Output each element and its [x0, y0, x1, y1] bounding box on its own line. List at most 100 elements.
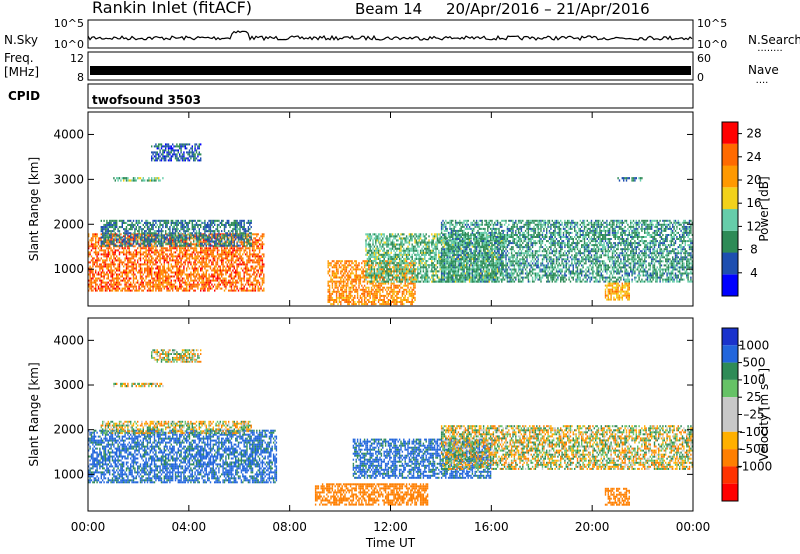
power-cell-4 — [347, 301, 349, 303]
power-cell-0 — [132, 257, 135, 260]
power-cell-0 — [214, 247, 216, 250]
power-cell-0 — [190, 235, 192, 238]
power-cell-1 — [204, 226, 206, 229]
power-cell-1 — [128, 228, 130, 231]
power-cell-4 — [356, 292, 359, 295]
power-cell-0 — [205, 261, 207, 264]
power-cell-0 — [190, 287, 192, 290]
power-cell-0 — [173, 265, 175, 268]
power-cell-1 — [104, 226, 107, 229]
power-cell-4 — [386, 286, 388, 289]
power-cell-0 — [195, 257, 198, 260]
power-cell-0 — [149, 249, 151, 252]
power-cell-0 — [212, 269, 214, 272]
power-cell-0 — [212, 267, 214, 270]
power-cell-0 — [107, 253, 109, 256]
power-cell-4 — [355, 303, 357, 306]
power-cell-1 — [230, 242, 233, 245]
power-cell-1 — [141, 236, 143, 239]
power-cell-0 — [167, 277, 170, 280]
power-cell-1 — [240, 236, 243, 239]
power-cell-4 — [411, 264, 413, 267]
power-cell-5 — [393, 249, 395, 252]
power-cell-4 — [372, 301, 374, 303]
power-cell-0 — [114, 235, 116, 238]
power-cell-0 — [102, 281, 104, 284]
power-cell-0 — [198, 273, 200, 276]
power-cell-0 — [118, 277, 121, 280]
power-cell-1 — [144, 244, 146, 247]
power-cell-0 — [148, 283, 150, 286]
power-cell-0 — [211, 283, 213, 286]
power-cell-0 — [226, 253, 228, 256]
power-cell-3 — [151, 155, 153, 158]
power-cell-4 — [370, 282, 373, 285]
power-cell-1 — [137, 236, 139, 239]
power-cell-5 — [376, 245, 378, 248]
power-cell-1 — [148, 221, 150, 224]
power-cell-1 — [215, 242, 217, 245]
power-cell-0 — [165, 279, 167, 282]
power-cell-1 — [242, 234, 244, 237]
power-cell-0 — [205, 277, 207, 280]
power-cell-1 — [148, 230, 150, 233]
power-cell-1 — [134, 234, 136, 237]
power-cell-0 — [92, 233, 94, 236]
power-cell-0 — [186, 249, 188, 252]
power-cell-5 — [377, 268, 380, 271]
power-cell-4 — [405, 284, 408, 287]
power-cell-0 — [142, 239, 144, 242]
power-cell-0 — [235, 289, 237, 292]
power-cell-0 — [109, 253, 111, 256]
power-cell-0 — [96, 259, 98, 262]
power-cell-3 — [159, 151, 161, 154]
power-cell-4 — [394, 270, 397, 273]
power-cell-0 — [256, 247, 258, 250]
power-cell-1 — [149, 238, 151, 241]
power-cell-1 — [197, 236, 199, 239]
power-cell-4 — [400, 286, 402, 289]
power-cell-0 — [222, 259, 224, 262]
power-cell-4 — [340, 303, 342, 306]
power-cell-0 — [153, 271, 156, 274]
power-cell-4 — [328, 296, 331, 299]
power-cell-0 — [193, 251, 195, 254]
power-cell-0 — [128, 289, 130, 292]
power-cell-5 — [387, 262, 390, 265]
power-cell-0 — [208, 283, 210, 286]
power-cell-0 — [225, 283, 227, 286]
power-cell-0 — [144, 247, 146, 250]
power-cell-4 — [391, 294, 394, 297]
power-cell-0 — [244, 249, 247, 252]
power-cell-0 — [243, 285, 245, 288]
power-cell-0 — [236, 265, 238, 268]
power-cell-0 — [100, 279, 102, 282]
power-cell-0 — [223, 279, 226, 282]
power-cell-0 — [149, 263, 151, 266]
power-cell-5 — [376, 249, 378, 252]
power-cell-1 — [222, 223, 224, 226]
power-cell-4 — [342, 292, 345, 295]
power-cell-4 — [348, 292, 350, 295]
power-cell-1 — [173, 226, 175, 229]
power-cell-4 — [369, 296, 371, 299]
power-cell-0 — [200, 289, 202, 292]
power-cell-0 — [114, 249, 116, 252]
power-cell-4 — [345, 262, 348, 265]
power-cell-1 — [208, 230, 210, 233]
power-cell-3 — [197, 155, 199, 158]
power-cell-1 — [132, 226, 135, 229]
power-cell-0 — [158, 279, 160, 282]
power-cell-0 — [228, 267, 230, 270]
power-cell-0 — [88, 267, 90, 270]
power-cell-5 — [393, 264, 395, 267]
power-cell-5 — [370, 237, 373, 240]
power-cell-0 — [142, 281, 144, 284]
power-cell-0 — [183, 253, 185, 256]
power-cell-1 — [236, 232, 238, 235]
panels-layer — [87, 19, 742, 512]
power-cell-5 — [377, 253, 380, 256]
power-cell-4 — [342, 264, 345, 267]
power-cell-0 — [132, 285, 135, 288]
power-cell-0 — [111, 277, 114, 280]
